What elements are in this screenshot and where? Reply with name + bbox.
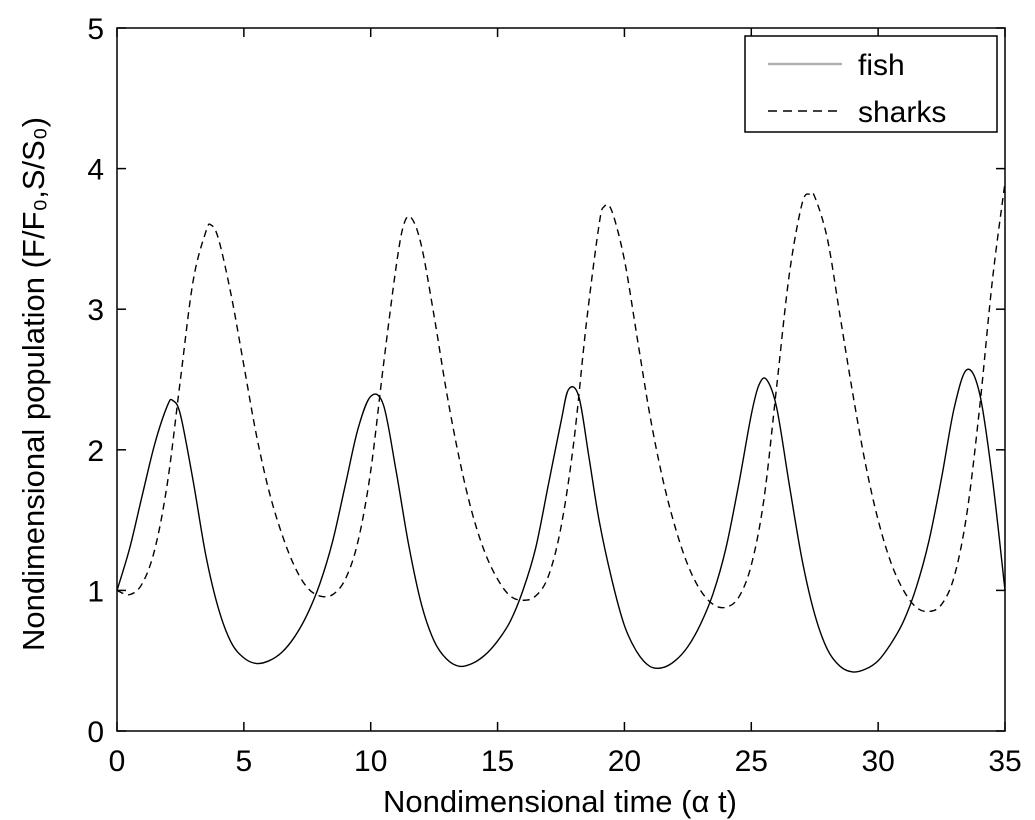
x-tick-label: 5 [236, 745, 253, 778]
x-tick-label: 30 [861, 745, 894, 778]
y-tick-label: 1 [87, 575, 104, 608]
y-tick-label: 4 [87, 154, 104, 187]
x-tick-label: 0 [109, 745, 126, 778]
x-axis-title: Nondimensional time (α t) [383, 784, 737, 819]
legend-label-fish: fish [858, 49, 905, 82]
legend-label-sharks: sharks [858, 96, 946, 129]
series-line-sharks [116, 182, 1006, 613]
series-line-fish [116, 368, 1006, 673]
legend-box [744, 35, 998, 133]
y-tick-label: 2 [87, 435, 104, 468]
y-tick-label: 0 [87, 716, 104, 749]
y-axis-title: Nondimensional population (F/F₀,S/S₀) [16, 117, 51, 651]
plot-frame [116, 27, 1006, 732]
x-tick-label: 10 [354, 745, 387, 778]
x-tick-label: 35 [988, 745, 1021, 778]
x-axis-ticks: 0 5 10 15 20 25 30 35 [109, 28, 1022, 778]
series-lines [116, 182, 1006, 673]
y-tick-label: 3 [87, 294, 104, 327]
plot-area-border [116, 27, 1006, 732]
y-tick-label: 5 [87, 13, 104, 46]
x-tick-label: 15 [481, 745, 514, 778]
x-tick-label: 25 [735, 745, 768, 778]
legend: fish sharks [744, 35, 998, 133]
y-axis-ticks: 0 1 2 3 4 5 [87, 13, 1005, 749]
x-tick-label: 20 [608, 745, 641, 778]
